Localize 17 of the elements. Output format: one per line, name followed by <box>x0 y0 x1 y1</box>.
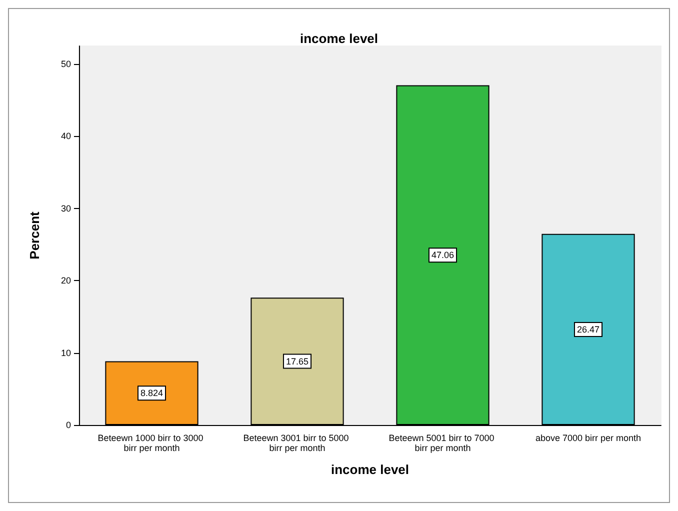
y-tick-label: 30 <box>60 203 71 214</box>
data-label: 26.47 <box>576 324 600 334</box>
data-label: 17.65 <box>286 356 309 366</box>
x-tick-label: Beteewn 3001 birr to 5000 birr per month <box>243 433 352 453</box>
y-tick-label: 10 <box>60 348 71 358</box>
x-tick-label: above 7000 birr per month <box>535 433 642 443</box>
data-label: 8.824 <box>140 388 164 398</box>
x-tick-label: Beteewn 5001 birr to 7000 birr per month <box>388 433 497 453</box>
y-tick-label: 0 <box>66 420 71 430</box>
data-label: 47.06 <box>431 250 454 260</box>
y-axis-title: Percent <box>27 210 42 260</box>
y-tick-label: 50 <box>60 59 71 70</box>
y-tick-label: 20 <box>60 276 71 286</box>
y-tick-label: 40 <box>60 131 71 142</box>
x-axis-title: income level <box>330 462 410 477</box>
chart-title: income level <box>300 31 378 46</box>
x-tick-label: Beteewn 1000 birr to 3000 birr per month <box>98 433 206 453</box>
